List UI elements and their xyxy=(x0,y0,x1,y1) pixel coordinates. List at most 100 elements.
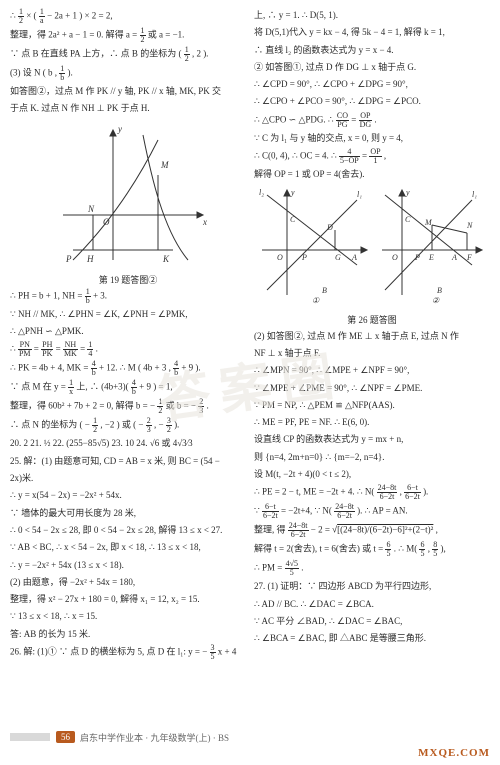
t: 26. 解: (1)① ∵ 点 D 的横坐标为 5, 点 D 在 l₁: y =… xyxy=(10,647,210,657)
text-line: 整理，得 60b² + 7b + 2 = 0, 解得 b = − 12 或 b … xyxy=(10,398,246,415)
t: (3) 设 N ( b , xyxy=(10,68,59,78)
t: 将 D(5,1)代入 y = kx − 4, 得 5k − 4 = 1, 解得 … xyxy=(254,27,445,37)
text-line: (2) 如答图②, 过点 M 作 ME ⊥ x 轴于点 E, 过点 N 作 xyxy=(254,329,490,344)
svg-text:P: P xyxy=(65,254,72,264)
fraction: 35 xyxy=(210,644,216,661)
fraction: 12 xyxy=(92,417,98,434)
t: 或 b = − xyxy=(166,401,199,411)
text-line: ∵ 墙体的最大可用长度为 28 米, xyxy=(10,506,246,521)
t: . xyxy=(301,563,303,573)
text-line: 解得 OP = 1 或 OP = 4(舍去). xyxy=(254,167,490,182)
fraction: 1b xyxy=(85,288,91,305)
t: 设直线 CP 的函数表达式为 y = mx + n, xyxy=(254,434,403,444)
text-line: ∴ △CPO ∽ △PDG. ∴ COPG = OPDG . xyxy=(254,112,490,129)
t: ∴ ∠CPO + ∠PCO = 90°, ∴ ∠DPG = ∠PCO. xyxy=(254,96,421,106)
text-line: ∵ C 为 l₁ 与 y 轴的交点, x = 0, 则 y = 4, xyxy=(254,131,490,146)
svg-text:y: y xyxy=(117,124,122,134)
svg-text:G: G xyxy=(335,253,341,262)
t: ∴ △CPO ∽ △PDG. ∴ xyxy=(254,114,336,124)
t: ∴ y = x(54 − 2x) = −2x² + 54x. xyxy=(10,490,122,500)
svg-text:y: y xyxy=(405,188,410,197)
t: (2) 由题意，得 −2x² + 54x = 180, xyxy=(10,577,135,587)
fraction: 4b xyxy=(173,360,179,377)
t: 设 M(t, −2t + 4)(0 < t ≤ 2), xyxy=(254,469,351,479)
t: ∴ xyxy=(325,452,333,462)
t: ∵ 点 B 在直线 PA 上方，∴ 点 B 的坐标为 ( xyxy=(10,49,184,59)
t: x + 4 xyxy=(218,647,237,657)
t: 25. 解：(1) 由题意可知, CD = AB = x 米, 则 BC = (… xyxy=(10,456,220,466)
t: 整理, 得 xyxy=(254,525,288,535)
t: = xyxy=(80,344,87,354)
text-line: ∴ C(0, 4), ∴ OC = 4. ∴ 45−OP = OP1 , xyxy=(254,148,490,165)
t: ∴ ∠BCA = ∠BAC, 即 △ABC 是等腰三角形. xyxy=(254,633,426,643)
fraction: OPDG xyxy=(359,112,373,129)
text-line: ∴ 直线 l₂ 的函数表达式为 y = x − 4. xyxy=(254,43,490,58)
text-line: (2) 由题意，得 −2x² + 54x = 180, xyxy=(10,575,246,590)
t: + 9 ). xyxy=(181,363,200,373)
text-line: ∴ ∠CPD = 90°, ∴ ∠CPO + ∠DPG = 90°, xyxy=(254,77,490,92)
text-line: (3) 设 N ( b , 1b ). xyxy=(10,65,246,82)
fraction: 85 xyxy=(432,541,438,558)
svg-text:C: C xyxy=(290,215,296,224)
fraction: 12 xyxy=(157,398,163,415)
text-line: 于点 K. 过点 N 作 NH ⊥ PK 于点 H. xyxy=(10,101,246,116)
fraction: PNPM xyxy=(18,341,32,358)
svg-text:y: y xyxy=(290,188,295,197)
svg-text:H: H xyxy=(86,254,94,264)
t: 上, ∴ y = 1. ∴ D(5, 1). xyxy=(254,10,338,20)
t: + 12. ∴ M ( 4b + 3 , xyxy=(99,363,173,373)
fraction: 65 xyxy=(419,541,425,558)
t: NF ⊥ x 轴于点 F. xyxy=(254,348,320,358)
t: ∴ y = −2x² + 54x (13 ≤ x < 18). xyxy=(10,560,124,570)
svg-text:K: K xyxy=(162,254,170,264)
fraction: 45−OP xyxy=(339,148,360,165)
page-body: ∴ 12 × ( 1a − 2a + 1 ) × 2 = 2, 整理，得 2a²… xyxy=(0,0,500,663)
fraction: NHMK xyxy=(63,341,78,358)
t: , −2 ) 或 ( − xyxy=(100,420,145,430)
t: 如答图②，过点 M 作 PK // y 轴, PK // x 轴, MK, PK… xyxy=(10,86,221,96)
page-number: 56 xyxy=(56,731,75,743)
fraction: 1b xyxy=(59,65,65,82)
t: 于点 K. 过点 N 作 NH ⊥ PK 于点 H. xyxy=(10,103,150,113)
t: ∵ N( xyxy=(314,506,334,516)
t: ∴ PH = b + 1, NH = xyxy=(10,290,85,300)
svg-text:l₁: l₁ xyxy=(472,190,477,199)
t: ∴ AD // BC. ∴ ∠DAC = ∠BCA. xyxy=(254,599,374,609)
text-line: 上, ∴ y = 1. ∴ D(5, 1). xyxy=(254,8,490,23)
svg-text:x: x xyxy=(202,217,207,227)
t: ∴ 直线 l₂ 的函数表达式为 y = x − 4. xyxy=(254,45,394,55)
t: (2) 如答图②, 过点 M 作 ME ⊥ x 轴于点 E, 过点 N 作 xyxy=(254,331,459,341)
t: ∴ PM = xyxy=(254,563,285,573)
fraction: 24−8t6−2t xyxy=(288,522,309,539)
footer-text: 启东中学作业本 · 九年级数学(上) · BS xyxy=(80,731,229,744)
svg-text:N: N xyxy=(466,221,473,230)
fraction: 24−8t6−2t xyxy=(334,503,355,520)
t: 或 a = −1. xyxy=(148,30,185,40)
page-footer: 56 启东中学作业本 · 九年级数学(上) · BS xyxy=(0,727,500,747)
fraction: 4b xyxy=(91,360,97,377)
t: ∵ AC 平分 ∠BAD, ∴ ∠DAC = ∠BAC, xyxy=(254,616,402,626)
svg-text:②: ② xyxy=(432,296,440,305)
text-line: 整理，得 2a² + a − 1 = 0. 解得 a = 12 或 a = −1… xyxy=(10,27,246,44)
svg-text:D: D xyxy=(326,223,333,232)
t: . xyxy=(206,401,208,411)
t: ∴ △PNH ∽ △PMK. xyxy=(10,326,84,336)
t: ∴ ∠MPN = 90°, ∴ ∠MPE + ∠NPF = 90°, xyxy=(254,365,409,375)
fraction: 12 xyxy=(18,8,24,25)
t: ∵ 墙体的最大可用长度为 28 米, xyxy=(10,508,136,518)
t: ∴ xyxy=(10,344,18,354)
t: ∵ PM = NP, ∴ △PEM ≌ △NFP(AAS). xyxy=(254,400,395,410)
text-line: ∴ ∠CPO + ∠PCO = 90°, ∴ ∠DPG = ∠PCO. xyxy=(254,94,490,109)
t: . xyxy=(374,114,376,124)
svg-text:E: E xyxy=(428,253,434,262)
fraction: 14 xyxy=(87,341,93,358)
text-line: ∵ 6−t6−2t = −2t+4, ∵ N( 24−8t6−2t ). ∴ A… xyxy=(254,503,490,520)
t: ∵ C 为 l₁ 与 y 轴的交点, x = 0, 则 y = 4, xyxy=(254,133,403,143)
svg-text:N: N xyxy=(87,204,95,214)
text-line: ∴ AD // BC. ∴ ∠DAC = ∠BCA. xyxy=(254,597,490,612)
t: 27. (1) 证明：∵ 四边形 ABCD 为平行四边形, xyxy=(254,581,431,591)
text-line: ∴ ME = PF, PE = NF. ∴ E(6, 0). xyxy=(254,415,490,430)
source-stamp: MXQE.COM xyxy=(418,747,490,759)
t: . xyxy=(96,344,98,354)
t: − 2a + 1 ) × 2 = 2, xyxy=(47,11,113,21)
